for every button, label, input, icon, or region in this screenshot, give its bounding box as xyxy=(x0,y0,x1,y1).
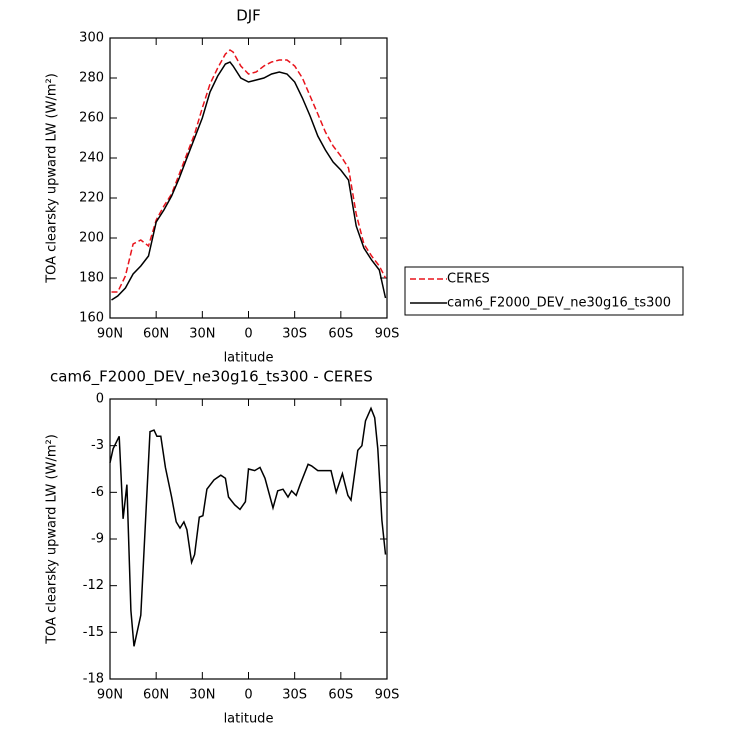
x-tick-label: 60N xyxy=(143,688,169,703)
y-tick-label: -3 xyxy=(91,438,104,453)
x-tick-label: 30N xyxy=(189,688,215,703)
x-tick-label: 30N xyxy=(189,327,215,342)
y-tick-label: 200 xyxy=(79,231,104,246)
x-tick-label: 90N xyxy=(97,327,123,342)
y-axis-label: TOA clearsky upward LW (W/m²) xyxy=(45,434,60,645)
y-tick-label: 180 xyxy=(79,271,104,286)
data-line xyxy=(111,61,387,301)
plot-frame xyxy=(109,398,388,680)
y-tick-label: 300 xyxy=(79,31,104,46)
plot-frame xyxy=(109,37,388,319)
y-tick-label: 220 xyxy=(79,191,104,206)
x-axis-label: latitude xyxy=(224,351,274,366)
y-tick-label: 260 xyxy=(79,111,104,126)
x-tick-label: 60N xyxy=(143,327,169,342)
y-tick-label: -15 xyxy=(83,625,104,640)
y-tick-label: -6 xyxy=(91,485,104,500)
legend-label: cam6_F2000_DEV_ne30g16_ts300 xyxy=(447,296,671,311)
x-tick-label: 0 xyxy=(244,688,252,703)
x-tick-label: 90S xyxy=(375,688,400,703)
y-tick-label: -9 xyxy=(91,532,104,547)
legend-box xyxy=(404,266,684,316)
y-tick-label: -12 xyxy=(83,578,104,593)
x-tick-label: 60S xyxy=(328,327,353,342)
y-tick-label: 280 xyxy=(79,71,104,86)
x-tick-label: 30S xyxy=(282,688,307,703)
x-tick-label: 60S xyxy=(328,688,353,703)
chart-title: DJF xyxy=(236,7,261,25)
x-tick-label: 90S xyxy=(375,327,400,342)
y-tick-label: 0 xyxy=(96,392,104,407)
legend-label: CERES xyxy=(447,272,490,287)
y-tick-label: -18 xyxy=(83,672,104,687)
chart-title: cam6_F2000_DEV_ne30g16_ts300 - CERES xyxy=(50,368,373,387)
x-axis-label: latitude xyxy=(224,712,274,727)
x-tick-label: 90N xyxy=(97,688,123,703)
y-axis-label: TOA clearsky upward LW (W/m²) xyxy=(45,73,60,284)
data-line xyxy=(111,49,387,293)
y-tick-label: 240 xyxy=(79,151,104,166)
x-tick-label: 0 xyxy=(244,327,252,342)
data-line xyxy=(109,406,387,647)
y-tick-label: 160 xyxy=(79,311,104,326)
x-tick-label: 30S xyxy=(282,327,307,342)
